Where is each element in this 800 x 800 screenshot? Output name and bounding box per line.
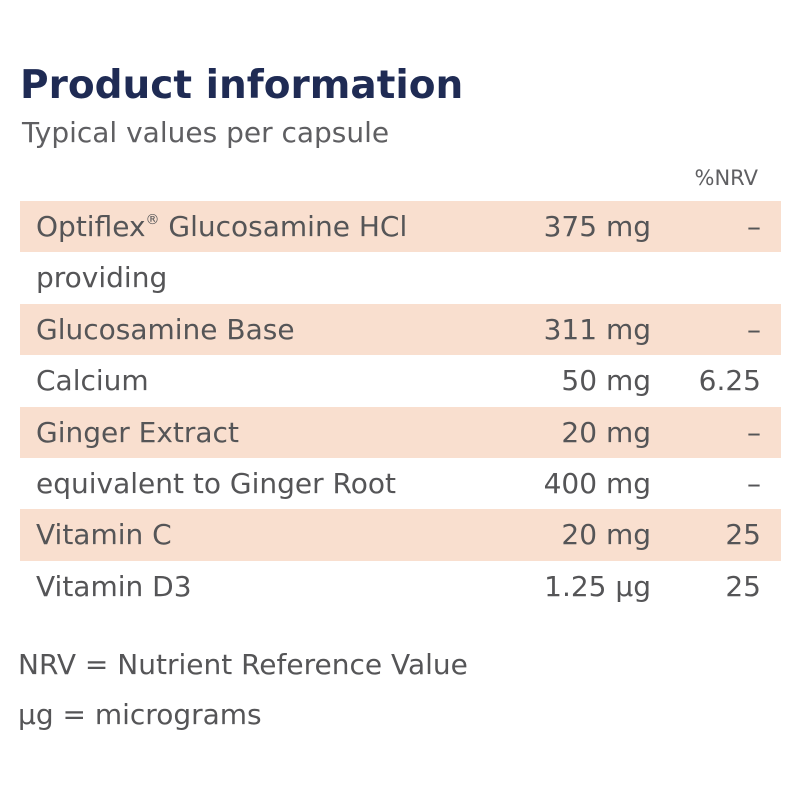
page-title: Product information	[20, 63, 464, 108]
ingredient-name: Glucosamine Base	[36, 312, 295, 346]
ingredient-nrv: 25	[725, 518, 761, 552]
ingredient-nrv: 6.25	[698, 364, 761, 398]
table-row: equivalent to Ginger Root 400 mg –	[20, 458, 781, 509]
ingredient-nrv: –	[747, 210, 761, 243]
registered-mark: ®	[145, 212, 160, 228]
ingredient-amount: 50 mg	[561, 364, 651, 398]
subtitle: Typical values per capsule	[22, 116, 390, 149]
table-row: Calcium 50 mg 6.25	[20, 355, 781, 406]
ingredient-amount: 1.25 µg	[544, 569, 651, 603]
nrv-column-header: %NRV	[694, 166, 758, 190]
footnote-nrv: NRV = Nutrient Reference Value	[18, 648, 468, 681]
nutrition-table: Optiflex® Glucosamine HCl 375 mg – provi…	[20, 201, 781, 612]
table-row: Optiflex® Glucosamine HCl 375 mg –	[20, 201, 781, 253]
ingredient-name: Optiflex® Glucosamine HCl	[36, 210, 408, 243]
footnote-microgram: µg = micrograms	[18, 698, 262, 731]
ingredient-nrv: –	[747, 415, 761, 449]
table-row: providing	[20, 252, 781, 303]
ingredient-name: equivalent to Ginger Root	[36, 466, 396, 500]
ingredient-name: Vitamin C	[36, 518, 172, 552]
ingredient-amount: 375 mg	[543, 210, 651, 243]
ingredient-nrv: –	[747, 312, 761, 346]
ingredient-amount: 20 mg	[561, 518, 651, 552]
ingredient-nrv: 25	[725, 569, 761, 603]
table-row: Glucosamine Base 311 mg –	[20, 303, 781, 356]
table-row: Ginger Extract 20 mg –	[20, 406, 781, 458]
ingredient-name: Vitamin D3	[36, 569, 192, 603]
ingredient-amount: 311 mg	[543, 312, 651, 346]
table-row: Vitamin C 20 mg 25	[20, 509, 781, 561]
ingredient-name: providing	[36, 261, 168, 295]
ingredient-nrv: –	[747, 466, 761, 500]
ingredient-amount: 400 mg	[543, 466, 651, 500]
ingredient-name: Ginger Extract	[36, 415, 239, 449]
table-row: Vitamin D3 1.25 µg 25	[20, 561, 781, 612]
ingredient-name: Calcium	[36, 364, 149, 398]
ingredient-amount: 20 mg	[561, 415, 651, 449]
